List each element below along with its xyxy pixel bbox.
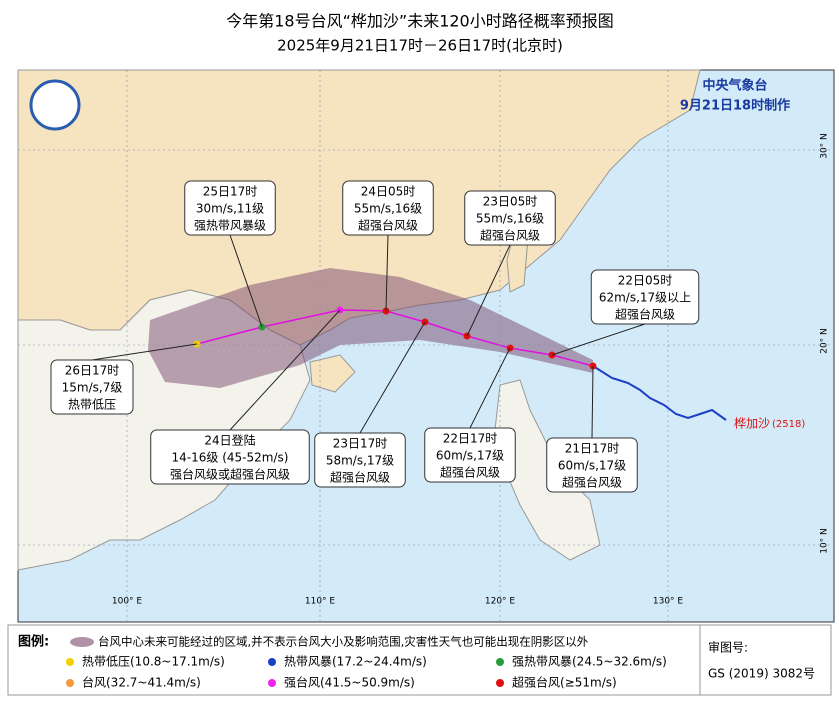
longitude-label: 110° E: [305, 597, 336, 607]
agency-name: 中央气象台: [702, 78, 767, 94]
annotation-text: 热带低压: [68, 398, 116, 412]
longitude-label: 100° E: [112, 597, 143, 607]
pointer: [229, 234, 263, 328]
typhoon-code: (2518): [772, 419, 805, 430]
review-label: 审图号:: [708, 640, 748, 655]
legend-item: 强台风(41.5~50.9m/s): [284, 675, 415, 690]
pointer: [551, 323, 646, 356]
latitude-label: 30° N: [820, 133, 830, 159]
legend-item: 热带低压(10.8~17.1m/s): [82, 655, 225, 669]
latitude-label: 10° N: [820, 528, 830, 554]
annotation-text: 强台风级或超强台风级: [170, 467, 290, 482]
legend-icon: [268, 658, 276, 666]
legend-frame: [7, 624, 832, 696]
annotation-text: 30m/s,11级: [196, 202, 264, 216]
hainan: [309, 354, 356, 393]
legend-area-text: 台风中心未来可能经过的区域,并不表示台风大小及影响范围,灾害性天气也可能出现在阴…: [98, 635, 589, 649]
annotation-text: 强热带风暴级: [194, 219, 266, 233]
annotation-text: 21日17时: [565, 442, 620, 456]
annotation-text: 超强台风级: [615, 307, 675, 322]
overlays: 100° E 110° E 120° E 130° E 30° N 20° N 10° N 2…: [18, 70, 834, 690]
legend-icon: [66, 679, 74, 687]
pointer: [229, 309, 341, 431]
annotation-text: 60m/s,17级: [558, 459, 626, 473]
annotation-text: 58m/s,17级: [326, 454, 394, 468]
pointer: [591, 365, 594, 439]
legend-icon: [496, 658, 504, 666]
annotation-text: 15m/s,7级: [62, 381, 123, 395]
legend-label: 图例:: [18, 634, 49, 650]
annotation-text: 26日17时: [65, 364, 120, 378]
annotation-text: 超强台风级: [330, 470, 390, 485]
annotation-text: 55m/s,16级: [354, 202, 422, 216]
annotation-box: [184, 180, 276, 236]
subtitle: 2025年9月21日17时－26日17时(北京时): [277, 37, 563, 55]
pointer: [91, 343, 198, 361]
past-track: [592, 365, 727, 421]
annotation-text: 62m/s,17级以上: [599, 291, 691, 305]
annotation-text: 22日17时: [443, 432, 498, 446]
annotation-text: 超强台风级: [358, 218, 418, 233]
legend-icon: [66, 658, 74, 666]
annotation-text: 超强台风级: [480, 228, 540, 243]
annotation-box: [150, 429, 310, 485]
annotation-box: [314, 432, 406, 488]
annotation-box: [342, 180, 434, 236]
pointer: [385, 234, 389, 312]
pointer: [466, 244, 511, 337]
annotation-box: [464, 190, 556, 246]
annotation-text: 55m/s,16级: [476, 212, 544, 226]
annotation-text: 60m/s,17级: [436, 449, 504, 463]
annotation-text: 24日05时: [361, 185, 416, 199]
issue-time: 9月21日18时制作: [680, 98, 790, 114]
annotation-text: 超强台风级: [440, 465, 500, 480]
agency-logo: [29, 79, 81, 131]
legend-item: 热带风暴(17.2~24.4m/s): [284, 655, 427, 669]
annotation-box: [590, 269, 700, 325]
pointer: [359, 321, 426, 434]
typhoon-name: 桦加沙: [734, 416, 770, 431]
annotation-box: [424, 427, 516, 483]
longitude-label: 130° E: [653, 597, 684, 607]
annotation-text: 24日登陆: [204, 433, 255, 448]
probability-cone: [148, 268, 593, 388]
legend-area-icon: [70, 637, 94, 647]
annotation-text: 25日17时: [203, 185, 258, 199]
legend-icon: [268, 679, 276, 687]
title: 今年第18号台风“桦加沙”未来120小时路径概率预报图: [226, 12, 613, 31]
latitude-label: 20° N: [820, 328, 830, 354]
annotation-text: 23日05时: [483, 195, 538, 209]
legend-item: 超强台风(≥51m/s): [512, 675, 617, 690]
legend-icon: [496, 679, 504, 687]
pointer: [469, 347, 511, 429]
annotation-text: 23日17时: [333, 437, 388, 451]
longitude-label: 120° E: [485, 597, 516, 607]
annotation-text: 超强台风级: [562, 475, 622, 490]
annotation-box: [50, 359, 134, 415]
annotation-box: [546, 437, 638, 493]
annotation-text: 22日05时: [618, 274, 673, 288]
annotation-text: 14-16级 (45-52m/s): [172, 451, 289, 465]
legend-item: 强热带风暴(24.5~32.6m/s): [512, 655, 667, 669]
map: 中央气象台 9月21日18时制作 桦加沙 (2518): [17, 69, 835, 623]
review-number: GS (2019) 3082号: [708, 667, 815, 681]
legend-item: 台风(32.7~41.4m/s): [82, 675, 201, 690]
